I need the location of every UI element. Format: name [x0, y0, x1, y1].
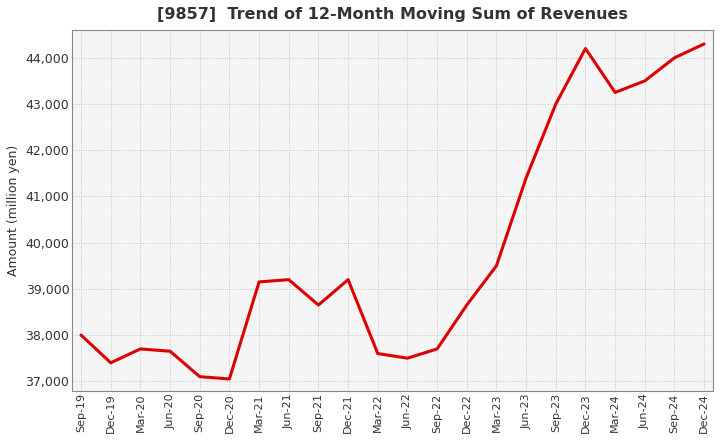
Title: [9857]  Trend of 12-Month Moving Sum of Revenues: [9857] Trend of 12-Month Moving Sum of R… — [157, 7, 628, 22]
Y-axis label: Amount (million yen): Amount (million yen) — [7, 145, 20, 276]
